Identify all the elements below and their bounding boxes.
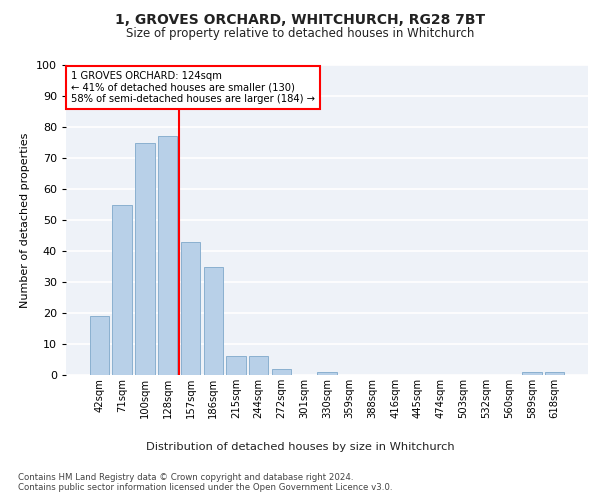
Bar xyxy=(135,142,155,375)
Y-axis label: Number of detached properties: Number of detached properties xyxy=(20,132,31,308)
Bar xyxy=(158,136,178,375)
Bar xyxy=(317,372,337,375)
Bar xyxy=(90,316,109,375)
Text: Size of property relative to detached houses in Whitchurch: Size of property relative to detached ho… xyxy=(126,28,474,40)
Text: Distribution of detached houses by size in Whitchurch: Distribution of detached houses by size … xyxy=(146,442,454,452)
Bar xyxy=(545,372,564,375)
Text: Contains HM Land Registry data © Crown copyright and database right 2024.: Contains HM Land Registry data © Crown c… xyxy=(18,472,353,482)
Bar xyxy=(203,266,223,375)
Bar xyxy=(249,356,268,375)
Text: 1 GROVES ORCHARD: 124sqm
← 41% of detached houses are smaller (130)
58% of semi-: 1 GROVES ORCHARD: 124sqm ← 41% of detach… xyxy=(71,71,315,104)
Bar xyxy=(522,372,542,375)
Bar xyxy=(226,356,245,375)
Bar xyxy=(272,369,291,375)
Text: 1, GROVES ORCHARD, WHITCHURCH, RG28 7BT: 1, GROVES ORCHARD, WHITCHURCH, RG28 7BT xyxy=(115,12,485,26)
Text: Contains public sector information licensed under the Open Government Licence v3: Contains public sector information licen… xyxy=(18,484,392,492)
Bar xyxy=(181,242,200,375)
Bar xyxy=(112,204,132,375)
